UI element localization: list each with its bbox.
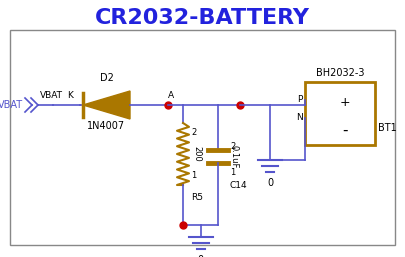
Text: 0: 0 bbox=[198, 255, 204, 257]
Text: VBAT: VBAT bbox=[0, 100, 23, 110]
Text: 200: 200 bbox=[192, 146, 201, 162]
Text: VBAT: VBAT bbox=[40, 91, 63, 100]
Text: -: - bbox=[342, 123, 348, 137]
Text: CR2032-BATTERY: CR2032-BATTERY bbox=[94, 8, 309, 28]
Text: 1N4007: 1N4007 bbox=[87, 121, 126, 131]
Text: 2: 2 bbox=[191, 128, 196, 137]
Text: 1: 1 bbox=[191, 171, 196, 180]
Bar bbox=[305, 82, 375, 145]
Text: R5: R5 bbox=[191, 193, 203, 202]
Text: BH2032-3: BH2032-3 bbox=[316, 68, 364, 78]
Text: D2: D2 bbox=[100, 73, 113, 83]
Text: +: + bbox=[340, 96, 350, 108]
Text: 1: 1 bbox=[230, 168, 235, 177]
Text: 0: 0 bbox=[267, 178, 273, 188]
Text: P: P bbox=[298, 96, 303, 105]
Text: K: K bbox=[67, 91, 73, 100]
Text: 2: 2 bbox=[230, 142, 235, 151]
Bar bbox=[10, 30, 395, 245]
Text: 0.1uF: 0.1uF bbox=[230, 145, 239, 168]
Text: BT1: BT1 bbox=[378, 123, 397, 133]
Polygon shape bbox=[83, 91, 130, 119]
Text: N: N bbox=[296, 114, 303, 123]
Text: A: A bbox=[168, 91, 174, 100]
Text: C14: C14 bbox=[230, 181, 247, 190]
